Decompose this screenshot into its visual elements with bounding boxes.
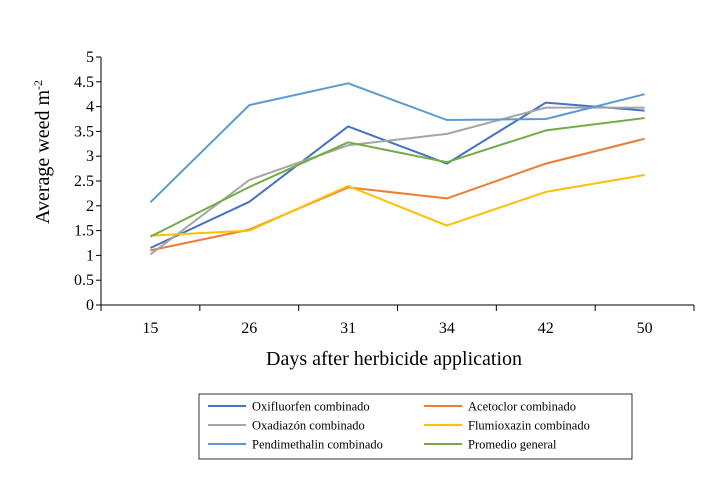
x-tick-label: 50 (637, 320, 653, 337)
y-tick-label: 1 (86, 247, 94, 264)
y-axis-tick-labels: 0 0.5 1 1.5 2 2.5 3 3.5 4 4.5 5 (74, 49, 94, 314)
series-line-acetoclor-combinado (150, 137, 645, 252)
series-line-promedio-general (149, 117, 645, 238)
series-line-flumioxazin-combinado (150, 174, 645, 237)
x-axis-title: Days after herbicide application (266, 348, 522, 370)
series-line-oxadiaz-n-combinado (149, 106, 645, 256)
x-tick-label: 31 (340, 320, 356, 337)
y-tick-label: 0 (86, 297, 94, 314)
x-axis-ticks (100, 305, 695, 311)
y-tick-label: 2 (86, 198, 94, 215)
x-tick-label: 26 (241, 320, 257, 337)
y-tick-label: 3 (86, 148, 94, 165)
x-tick-label: 15 (142, 320, 158, 337)
series-line-pendimethalin-combinado (149, 82, 645, 204)
y-axis-title: Average weed m-2 (31, 80, 54, 224)
series-lines (149, 82, 645, 256)
x-tick-label: 34 (439, 320, 455, 337)
y-tick-label: 2.5 (74, 173, 94, 190)
y-tick-label: 5 (86, 49, 94, 66)
series-line-oxifluorfen-combinado (149, 101, 645, 249)
y-tick-label: 1.5 (74, 223, 94, 240)
legend-label: Promedio general (468, 438, 557, 452)
legend: Oxifluorfen combinado Acetoclor combinado… (198, 393, 633, 460)
y-tick-label: 0.5 (74, 272, 94, 289)
legend-label: Acetoclor combinado (468, 400, 576, 414)
y-tick-label: 3.5 (74, 123, 94, 140)
y-tick-label: 4 (86, 99, 94, 116)
legend-frame (198, 393, 633, 460)
y-axis-ticks (96, 56, 101, 306)
x-axis-tick-labels: 15 26 31 34 42 50 (142, 320, 652, 337)
y-tick-label: 4.5 (74, 74, 94, 91)
x-tick-label: 42 (538, 320, 554, 337)
legend-label: Oxadiazón combinado (252, 419, 365, 433)
legend-label: Oxifluorfen combinado (252, 400, 370, 414)
legend-label: Flumioxazin combinado (468, 419, 590, 433)
legend-label: Pendimethalin combinado (252, 438, 383, 452)
